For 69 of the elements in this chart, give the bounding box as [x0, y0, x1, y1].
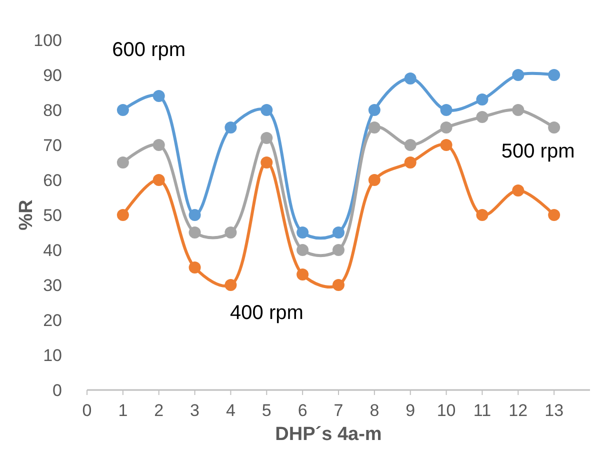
y-tick-label: 70	[43, 136, 62, 155]
y-tick-label: 90	[43, 66, 62, 85]
point	[440, 122, 452, 134]
point	[368, 104, 380, 116]
point	[404, 72, 416, 84]
y-tick-label: 30	[43, 276, 62, 295]
point	[224, 279, 237, 291]
point	[260, 104, 273, 116]
series-label: 500 rpm	[501, 140, 575, 162]
x-tick-label: 13	[544, 401, 564, 420]
series-label: 600 rpm	[112, 39, 186, 61]
y-tick-label: 40	[43, 241, 62, 260]
point	[296, 244, 309, 256]
y-axis-title: %R	[16, 199, 37, 230]
x-tick-label: 12	[508, 401, 528, 420]
point	[404, 156, 416, 168]
point	[260, 132, 273, 144]
point	[152, 90, 165, 102]
point	[548, 69, 560, 81]
point	[476, 209, 488, 221]
point	[548, 209, 560, 221]
x-tick-label: 2	[154, 401, 164, 420]
point	[512, 104, 524, 116]
point	[368, 122, 380, 134]
point	[368, 174, 380, 186]
point	[152, 139, 165, 151]
point	[116, 209, 129, 221]
x-tick-label: 11	[473, 401, 492, 420]
y-tick-label: 100	[34, 31, 62, 50]
x-tick-label: 0	[82, 401, 92, 420]
x-tick-label: 7	[334, 401, 344, 420]
x-tick-label: 10	[436, 401, 456, 420]
y-tick-label: 60	[43, 171, 62, 190]
point	[512, 69, 524, 81]
point	[224, 122, 237, 134]
point	[476, 111, 488, 123]
x-tick-label: 1	[118, 401, 128, 420]
point	[332, 244, 344, 256]
point	[188, 226, 201, 238]
x-tick-label: 3	[190, 401, 200, 420]
y-tick-label: 80	[43, 101, 62, 120]
point	[188, 209, 201, 221]
point	[332, 279, 344, 291]
point	[296, 226, 309, 238]
point	[116, 156, 129, 168]
point	[476, 94, 488, 106]
point	[440, 104, 452, 116]
y-tick-label: 20	[43, 311, 62, 330]
point	[548, 122, 560, 134]
x-tick-label: 8	[370, 401, 380, 420]
point	[260, 156, 273, 168]
x-tick-label: 6	[298, 401, 308, 420]
y-tick-label: 50	[43, 206, 62, 225]
point	[512, 184, 524, 196]
y-tick-label: 10	[43, 346, 62, 365]
point	[188, 262, 201, 274]
x-axis-title: DHP´s 4a-m	[275, 424, 382, 445]
point	[332, 226, 344, 238]
x-tick-label: 9	[406, 401, 416, 420]
point	[152, 174, 165, 186]
point	[296, 268, 309, 280]
point	[440, 139, 452, 151]
y-tick-label: 0	[52, 381, 62, 400]
series-label: 400 rpm	[230, 302, 304, 324]
point	[224, 226, 237, 238]
x-tick-label: 4	[226, 401, 236, 420]
point	[116, 104, 129, 116]
x-tick-label: 5	[262, 401, 272, 420]
point	[404, 139, 416, 151]
